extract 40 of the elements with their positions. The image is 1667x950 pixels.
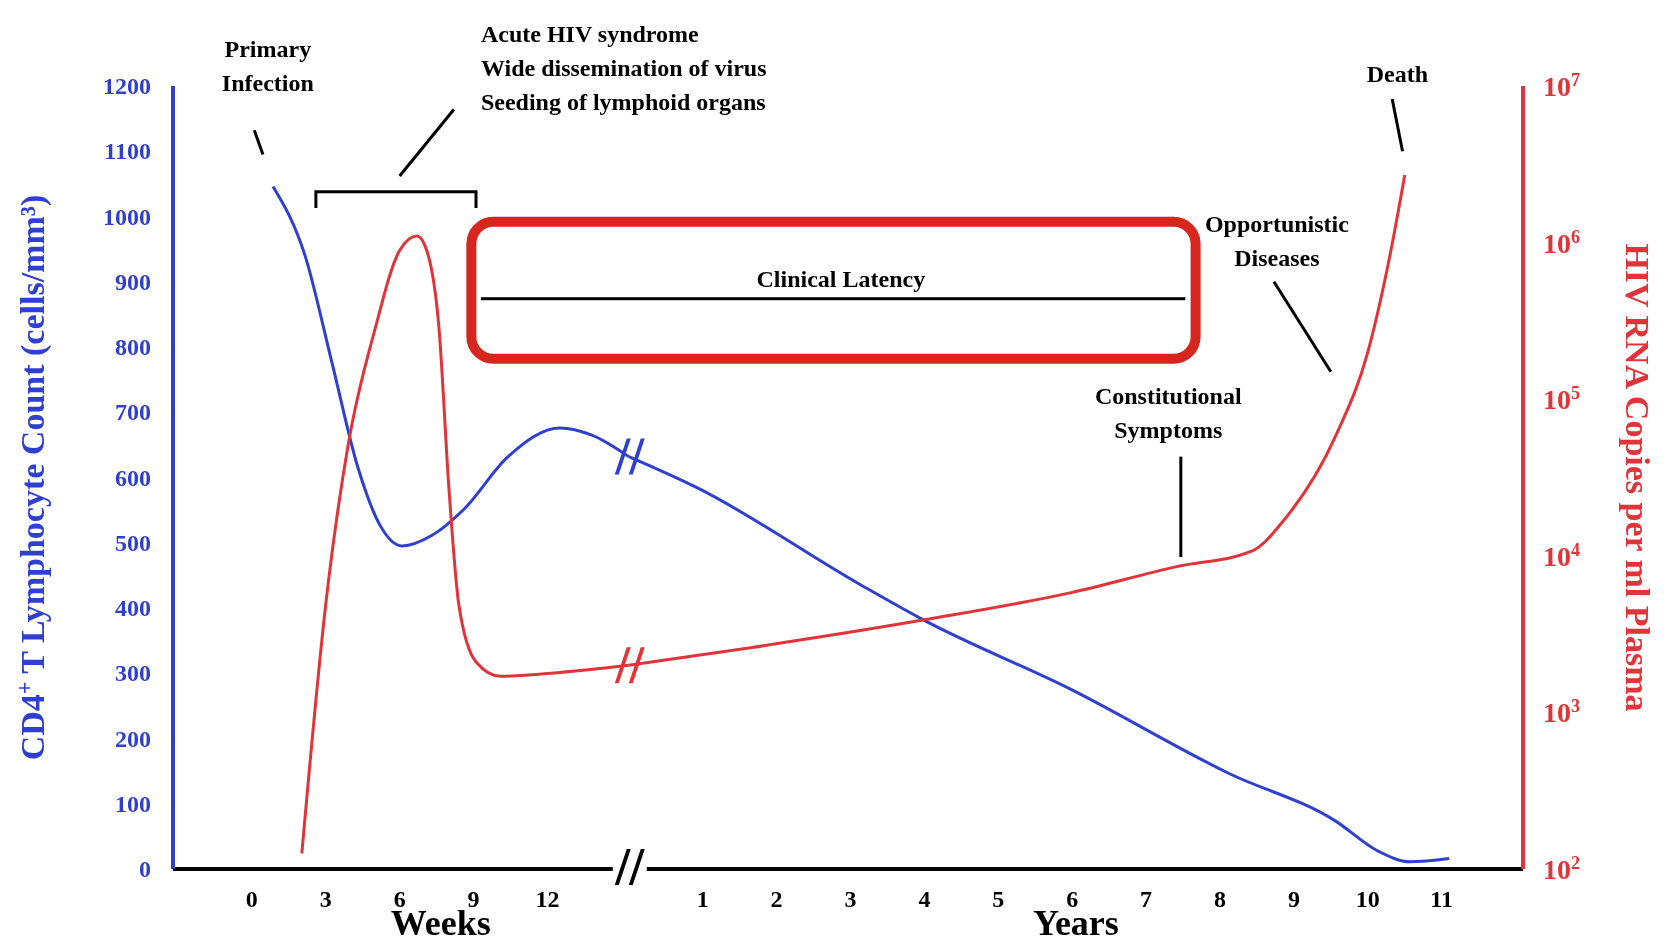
x-tick-label: 1 (696, 886, 709, 912)
y-tick-label: 0 (139, 856, 151, 882)
y2-tick-label: 10$^{6}$ (1543, 226, 1581, 259)
x-tick-label: 9 (467, 886, 480, 912)
y2-tick-label: 10$^{2}$ (1543, 853, 1581, 885)
annotation: Primary Infection (221, 35, 314, 96)
y-tick-label: 1200 (103, 73, 151, 99)
annotation: Acute HIV syndrome Wide dissemination of virus Seeding of lymphoid organs (480, 20, 767, 115)
y-tick-label: 800 (115, 334, 151, 360)
x-tick-label: 10 (1355, 886, 1380, 912)
x-tick-label: 7 (1140, 886, 1153, 912)
y2-tick-label: 10$^{7}$ (1543, 70, 1581, 102)
y-tick-label: 700 (115, 399, 151, 426)
y-tick-label: 1000 (103, 203, 151, 230)
y-tick-label: 600 (115, 464, 151, 491)
y2-tick-label: 10$^{3}$ (1543, 696, 1581, 729)
x-tick-label: 5 (992, 886, 1005, 912)
y2-axis-title: HIV RNA Copies per ml Plasma (1619, 243, 1656, 712)
x-tick-label: 2 (770, 886, 783, 912)
y-tick-label: 400 (115, 595, 151, 621)
y2-tick-label: 10$^{5}$ (1543, 383, 1581, 416)
y-tick-label: 900 (115, 268, 151, 295)
x-tick-label: 0 (245, 886, 258, 912)
x-tick-label: 4 (918, 886, 931, 912)
x-tick-label: 3 (319, 886, 332, 912)
annotation: Death (1366, 61, 1429, 88)
y-tick-label: 300 (115, 660, 151, 687)
y-tick-label: 200 (115, 725, 151, 752)
y-tick-label: 100 (115, 790, 151, 817)
x-tick-label: 12 (535, 886, 560, 912)
annotation: Clinical Latency (756, 265, 926, 292)
annotation: Opportunistic Diseases (1204, 211, 1350, 272)
y-tick-label: 500 (115, 529, 151, 556)
x-tick-label: 11 (1430, 886, 1454, 912)
annotation: Constitutional Symptoms (1094, 382, 1242, 443)
x-tick-label: 3 (844, 886, 857, 912)
y-tick-label: 1100 (104, 138, 151, 165)
x-tick-label: 8 (1213, 886, 1226, 912)
x-tick-label: 9 (1287, 886, 1300, 912)
y2-tick-label: 10$^{4}$ (1543, 539, 1581, 572)
